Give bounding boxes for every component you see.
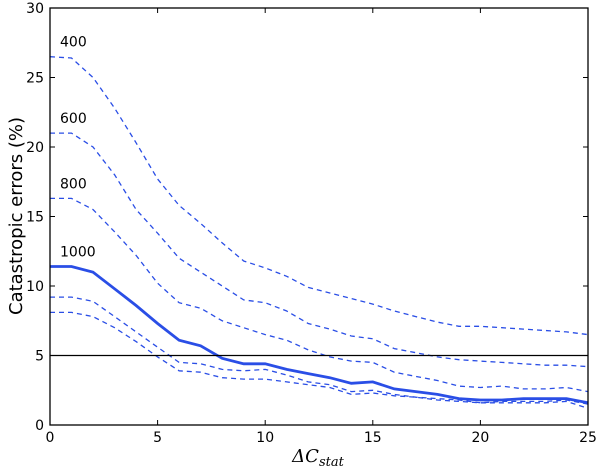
y-tick-label: 20 xyxy=(26,140,44,156)
x-tick-label: 15 xyxy=(364,430,382,446)
x-tick-label: 20 xyxy=(471,430,489,446)
series-label-400: 400 xyxy=(60,35,87,51)
series-label-600: 600 xyxy=(60,111,87,127)
y-tick-label: 30 xyxy=(26,1,44,17)
series-label-800: 800 xyxy=(60,176,87,192)
series-line-600 xyxy=(50,132,589,368)
y-tick-label: 25 xyxy=(26,71,44,87)
series-line-800 xyxy=(50,197,589,393)
plot-frame xyxy=(49,7,589,426)
y-tick-label: 10 xyxy=(26,279,44,295)
x-tick-label: 5 xyxy=(153,430,162,446)
x-tick-label: 0 xyxy=(46,430,55,446)
y-tick-label: 5 xyxy=(35,349,44,365)
series-line-400 xyxy=(49,56,589,336)
x-axis-label: ΔCstat xyxy=(291,446,344,469)
x-tick-label: 25 xyxy=(579,430,597,446)
y-axis-label: Catastropic errors (%) xyxy=(6,117,27,315)
series-line-1000 xyxy=(50,265,589,405)
y-tick-label: 0 xyxy=(35,418,44,434)
y-tick-label: 15 xyxy=(26,210,44,226)
x-tick-label: 10 xyxy=(256,430,274,446)
series-label-1000: 1000 xyxy=(60,245,96,261)
series-line-extra-4 xyxy=(50,296,589,405)
